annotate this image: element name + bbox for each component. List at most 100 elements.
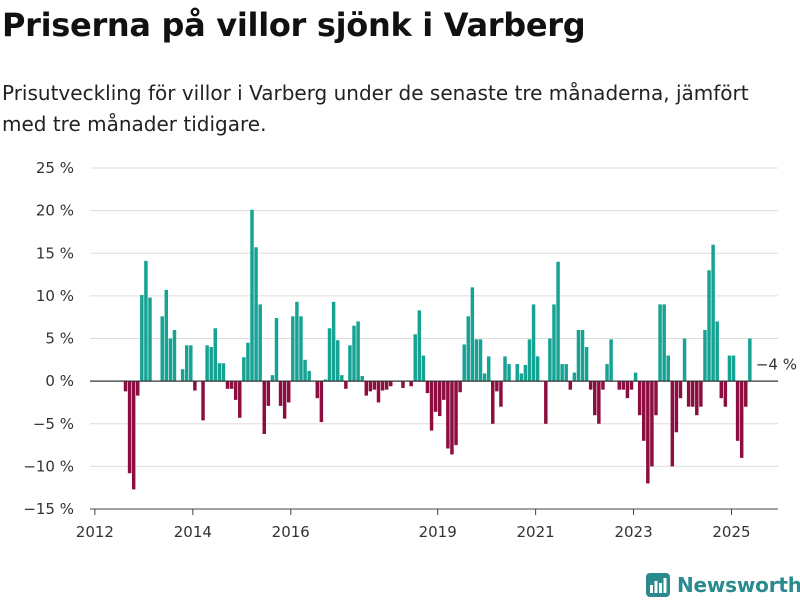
bar: [686, 381, 691, 407]
bar: [233, 381, 238, 400]
bar: [617, 381, 621, 390]
bar: [605, 364, 609, 382]
bar: [299, 316, 303, 382]
bar: [429, 381, 434, 431]
bar: [466, 316, 471, 382]
bar: [282, 381, 287, 419]
bar: [556, 261, 560, 382]
bar: [495, 381, 499, 392]
bar: [335, 340, 340, 382]
y-tick-label: −15 %: [23, 500, 74, 518]
bar: [376, 381, 381, 403]
bar: [678, 381, 683, 399]
bar: [523, 364, 528, 382]
bar: [707, 270, 711, 382]
bar: [544, 381, 548, 424]
bar: [666, 355, 670, 382]
bar: [609, 339, 613, 382]
bar: [368, 381, 373, 392]
bar: [731, 355, 736, 382]
bar: [584, 347, 589, 382]
bar: [164, 289, 169, 382]
bar: [217, 363, 222, 382]
bar: [213, 328, 218, 382]
gridlines: [90, 167, 778, 510]
bar: [719, 381, 724, 399]
y-tick-label: 20 %: [36, 202, 74, 220]
bar: [695, 381, 699, 416]
bar: [576, 329, 581, 382]
bar: [421, 355, 426, 382]
bar: [437, 381, 442, 417]
chart-title: Priserna på villor sjönk i Varberg: [2, 6, 586, 44]
y-tick-label: 5 %: [45, 330, 74, 348]
bar: [486, 356, 491, 382]
bar: [417, 310, 422, 382]
bar: [221, 363, 226, 382]
bar: [625, 381, 630, 399]
bar: [303, 359, 307, 382]
bar: [380, 381, 385, 391]
bar: [670, 381, 675, 467]
bar: [184, 345, 189, 382]
bar: [568, 381, 573, 390]
bar: [270, 375, 275, 382]
last-value-annotation: −4 %: [756, 356, 797, 374]
bar: [344, 381, 348, 389]
y-tick-label: 25 %: [36, 159, 74, 177]
bar: [572, 372, 577, 382]
bar: [560, 364, 564, 382]
bar: [744, 381, 748, 407]
bar: [462, 344, 466, 382]
bar: [295, 301, 299, 382]
bar: [450, 381, 454, 455]
bar: [507, 364, 511, 382]
bar: [535, 356, 540, 382]
bar: [331, 301, 336, 382]
x-tick-label: 2023: [614, 523, 652, 541]
bar: [323, 379, 328, 382]
bar: [580, 329, 585, 382]
bar: [315, 381, 320, 399]
bar: [723, 381, 728, 407]
bar: [548, 338, 552, 382]
y-tick-label: −10 %: [23, 457, 74, 475]
bar: [250, 209, 254, 382]
bar: [205, 345, 209, 382]
bar: [711, 244, 715, 382]
bar: [189, 345, 193, 382]
bar: [123, 381, 128, 392]
bar: [307, 370, 311, 382]
bar: [527, 339, 532, 382]
bar: [148, 297, 152, 382]
bar: [531, 304, 536, 382]
bar: [470, 287, 475, 382]
bar: [690, 381, 695, 407]
bar: [425, 381, 430, 394]
bar: [491, 381, 495, 424]
bar: [739, 381, 744, 458]
bar: [499, 381, 503, 407]
bar: [621, 381, 626, 390]
bar: [633, 372, 638, 382]
bar: [442, 381, 446, 400]
bar: [286, 381, 291, 403]
bar: [674, 381, 679, 433]
bar: [131, 381, 136, 490]
x-tick-label: 2025: [712, 523, 750, 541]
brand-logo[interactable]: Newsworthy: [645, 570, 800, 600]
bar: [229, 381, 234, 389]
bar: [209, 347, 213, 382]
x-axis: 2012 2014 2016 2019 2021 2023 2025: [76, 380, 778, 541]
bar: [246, 342, 250, 382]
bar: [662, 304, 666, 382]
bar: [348, 345, 352, 382]
bar: [327, 328, 332, 382]
bar: [140, 295, 144, 382]
bar: [360, 376, 364, 382]
y-tick-label: −5 %: [33, 415, 74, 433]
x-tick-label: 2014: [174, 523, 212, 541]
bar: [593, 381, 597, 416]
bar: [413, 334, 417, 382]
